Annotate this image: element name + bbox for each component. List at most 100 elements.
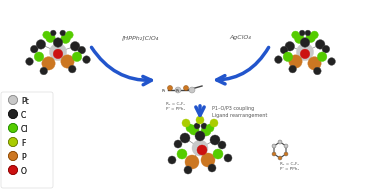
- Text: [HPPh₂]ClO₄: [HPPh₂]ClO₄: [121, 36, 159, 40]
- Circle shape: [50, 43, 67, 60]
- Circle shape: [192, 140, 208, 156]
- Circle shape: [322, 45, 330, 53]
- Circle shape: [208, 164, 216, 172]
- Circle shape: [213, 149, 223, 159]
- Text: Cl: Cl: [21, 125, 28, 133]
- Circle shape: [285, 42, 295, 51]
- Circle shape: [61, 34, 70, 43]
- Circle shape: [300, 38, 310, 47]
- Circle shape: [189, 125, 199, 135]
- Circle shape: [189, 87, 195, 93]
- Circle shape: [9, 138, 17, 146]
- Circle shape: [46, 33, 55, 43]
- Circle shape: [210, 135, 220, 145]
- Circle shape: [9, 123, 17, 132]
- Circle shape: [30, 45, 38, 53]
- Text: O: O: [21, 167, 27, 176]
- Circle shape: [210, 119, 218, 127]
- Circle shape: [175, 87, 181, 93]
- Circle shape: [300, 49, 310, 59]
- Circle shape: [197, 145, 207, 155]
- Text: F: F: [21, 139, 26, 147]
- Circle shape: [295, 34, 304, 43]
- Text: Pt: Pt: [21, 97, 29, 105]
- Circle shape: [201, 126, 211, 136]
- Circle shape: [201, 153, 215, 167]
- Text: O: O: [21, 167, 27, 176]
- Circle shape: [313, 67, 321, 75]
- Text: C: C: [21, 111, 26, 119]
- Text: C: C: [21, 111, 26, 119]
- Circle shape: [186, 124, 194, 132]
- Text: F: F: [21, 139, 26, 147]
- Circle shape: [305, 30, 311, 36]
- Circle shape: [9, 123, 17, 132]
- Circle shape: [68, 65, 76, 73]
- Circle shape: [316, 40, 325, 49]
- Circle shape: [9, 95, 17, 105]
- Circle shape: [43, 31, 50, 39]
- Circle shape: [168, 156, 176, 164]
- Circle shape: [280, 46, 288, 54]
- Text: Pt: Pt: [176, 89, 180, 93]
- Circle shape: [42, 57, 55, 70]
- Circle shape: [275, 56, 282, 63]
- Circle shape: [278, 156, 282, 160]
- Circle shape: [60, 30, 65, 36]
- Circle shape: [40, 67, 48, 75]
- Circle shape: [185, 155, 199, 169]
- Circle shape: [311, 31, 318, 39]
- Circle shape: [9, 109, 17, 119]
- Circle shape: [184, 166, 192, 174]
- Text: Pt: Pt: [21, 97, 29, 105]
- Circle shape: [289, 55, 302, 68]
- Circle shape: [196, 116, 204, 124]
- Circle shape: [296, 43, 313, 60]
- Circle shape: [174, 140, 182, 148]
- Circle shape: [224, 154, 232, 162]
- Circle shape: [292, 31, 299, 39]
- Circle shape: [9, 138, 17, 146]
- Circle shape: [299, 30, 305, 36]
- Circle shape: [53, 38, 63, 47]
- Circle shape: [9, 152, 17, 160]
- Circle shape: [206, 124, 214, 132]
- Circle shape: [78, 46, 85, 54]
- Text: Pt: Pt: [162, 89, 166, 93]
- Circle shape: [53, 49, 63, 59]
- Text: AgClO₄: AgClO₄: [229, 36, 251, 40]
- Circle shape: [34, 52, 44, 61]
- Circle shape: [65, 31, 73, 39]
- Circle shape: [177, 149, 187, 159]
- Text: P: P: [21, 153, 26, 161]
- Circle shape: [194, 123, 200, 129]
- Circle shape: [9, 152, 17, 160]
- Circle shape: [218, 141, 226, 149]
- Circle shape: [182, 119, 190, 127]
- Circle shape: [9, 166, 17, 174]
- Circle shape: [9, 95, 17, 105]
- Circle shape: [201, 123, 207, 129]
- Circle shape: [306, 33, 316, 43]
- Circle shape: [61, 55, 74, 68]
- Circle shape: [26, 58, 33, 65]
- Circle shape: [284, 144, 288, 148]
- Circle shape: [70, 42, 80, 51]
- Circle shape: [36, 40, 46, 49]
- Circle shape: [278, 140, 282, 144]
- Circle shape: [180, 133, 190, 143]
- Circle shape: [184, 85, 188, 91]
- Circle shape: [283, 52, 293, 61]
- Circle shape: [83, 56, 90, 63]
- Circle shape: [328, 58, 335, 65]
- Circle shape: [317, 52, 327, 61]
- Circle shape: [284, 152, 288, 156]
- Text: P1–O/P3 coupling
Ligand rearrangement: P1–O/P3 coupling Ligand rearrangement: [212, 106, 268, 118]
- Circle shape: [272, 152, 276, 156]
- Circle shape: [195, 131, 205, 141]
- Circle shape: [72, 52, 82, 61]
- Circle shape: [289, 65, 296, 73]
- Circle shape: [9, 109, 17, 119]
- Circle shape: [50, 30, 56, 36]
- Text: P: P: [21, 153, 26, 161]
